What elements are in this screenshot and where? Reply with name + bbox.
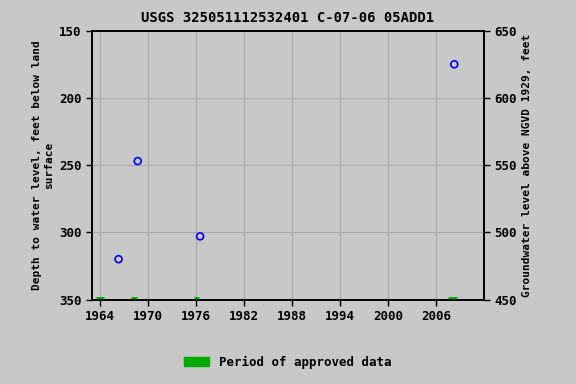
Point [450,61,459,67]
Title: USGS 325051112532401 C-07-06 05ADD1: USGS 325051112532401 C-07-06 05ADD1 [142,12,434,25]
Point [133,158,142,164]
Point [114,256,123,262]
Point [195,233,204,240]
Y-axis label: Groundwater level above NGVD 1929, feet: Groundwater level above NGVD 1929, feet [522,33,532,297]
Y-axis label: Depth to water level, feet below land
surface: Depth to water level, feet below land su… [32,40,54,290]
Legend: Period of approved data: Period of approved data [179,351,397,374]
